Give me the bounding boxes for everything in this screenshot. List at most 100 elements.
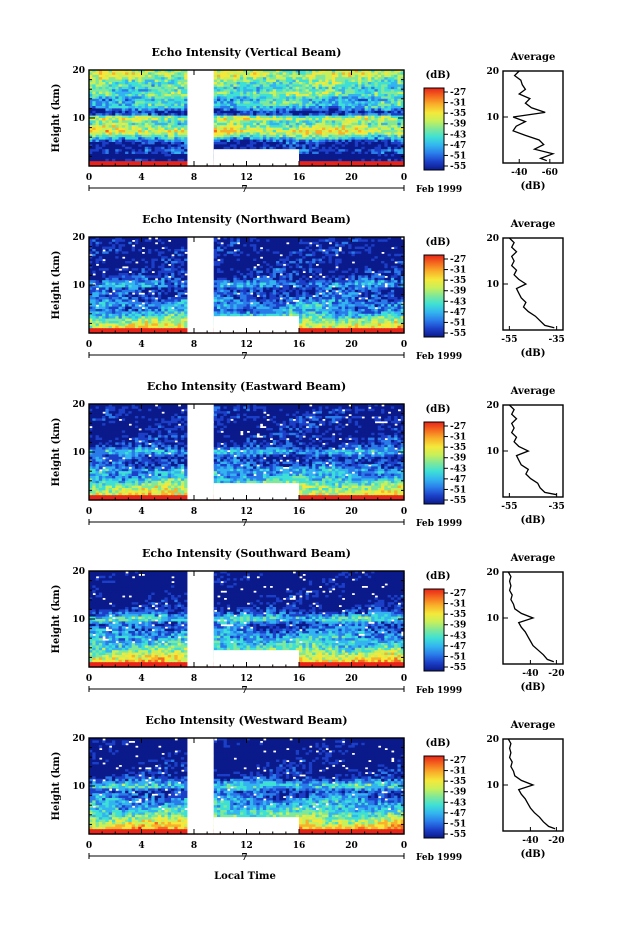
missing-data-block (213, 817, 299, 834)
y-tick-label: 10 (72, 281, 85, 291)
x-tick-label: 16 (293, 841, 306, 851)
average-profile-line (512, 70, 556, 162)
x-axis-label: Local Time (214, 871, 276, 882)
colorbar-tick-label: -31 (450, 767, 466, 777)
colorbar-tick-label: -39 (450, 621, 466, 631)
colorbar-tick-label: -35 (450, 610, 466, 620)
x-tick-label: 8 (191, 841, 197, 851)
y-axis-label: Height (km) (51, 251, 62, 320)
colorbar (423, 588, 445, 672)
average-x-tick-label: -35 (549, 502, 565, 512)
colorbar-tick-label: -31 (450, 600, 466, 610)
y-tick-label: 10 (72, 114, 85, 124)
colorbar-tick-label: -47 (450, 475, 466, 485)
average-y-tick-label: 20 (486, 234, 499, 244)
x-tick-label: 16 (293, 674, 306, 684)
colorbar-tick-label: -27 (450, 88, 466, 98)
y-axis-label: Height (km) (51, 752, 62, 821)
x-tick-label: 0 (86, 340, 92, 350)
colorbar-tick-label: -47 (450, 308, 466, 318)
colorbar-tick-label: -27 (450, 756, 466, 766)
average-y-tick-label: 10 (486, 781, 499, 791)
x-tick-label: 0 (86, 841, 92, 851)
colorbar-tick-label: -51 (450, 151, 466, 161)
panel-title: Echo Intensity (Westward Beam) (145, 714, 347, 727)
month-label: Feb 1999 (416, 352, 462, 362)
colorbar-tick-label: -31 (450, 266, 466, 276)
x-tick-label: 8 (191, 674, 197, 684)
average-title: Average (510, 219, 556, 230)
date-label: 7 (241, 519, 247, 529)
colorbar (423, 254, 445, 338)
colorbar-tick-label: -31 (450, 433, 466, 443)
colorbar-tick-label: -43 (450, 297, 466, 307)
y-axis-label: Height (km) (51, 585, 62, 654)
colorbar-tick-label: -39 (450, 454, 466, 464)
panel-1: Echo Intensity (Vertical Beam) 0 4 8 12 16 20 0… (51, 46, 564, 195)
missing-data-block (187, 571, 214, 667)
average-y-tick-label: 10 (486, 447, 499, 457)
x-tick-label: 16 (293, 340, 306, 350)
colorbar-tick-label: -55 (450, 663, 466, 673)
x-tick-label: 20 (345, 841, 358, 851)
month-label: Feb 1999 (416, 185, 462, 195)
missing-data-block (213, 650, 299, 667)
colorbar-tick-label: -27 (450, 255, 466, 265)
colorbar-tick-label: -55 (450, 830, 466, 840)
missing-data-block (213, 316, 299, 333)
average-y-tick-label: 20 (486, 568, 499, 578)
date-label: 7 (241, 185, 247, 195)
colorbar (423, 87, 445, 171)
y-axis-label: Height (km) (51, 418, 62, 487)
y-tick-label: 20 (72, 734, 85, 744)
x-tick-label: 12 (240, 340, 253, 350)
x-tick-label: 20 (345, 173, 358, 183)
average-x-tick-label: -20 (548, 669, 564, 679)
x-tick-label: 0 (401, 841, 407, 851)
average-profile-line (508, 404, 557, 496)
colorbar-tick-label: -51 (450, 485, 466, 495)
colorbar-tick-label: -43 (450, 798, 466, 808)
x-tick-label: 12 (240, 507, 253, 517)
missing-data-block (187, 404, 214, 500)
average-x-tick-label: -20 (548, 836, 564, 846)
y-tick-label: 20 (72, 400, 85, 410)
average-frame (502, 237, 564, 331)
colorbar-tick-label: -31 (450, 99, 466, 109)
average-profile-line (507, 738, 556, 830)
average-y-tick-label: 10 (486, 280, 499, 290)
average-profile-line (507, 571, 555, 663)
y-tick-label: 20 (72, 233, 85, 243)
average-frame (502, 404, 564, 498)
colorbar-unit: (dB) (426, 571, 451, 582)
x-tick-label: 4 (138, 841, 144, 851)
x-tick-label: 4 (138, 507, 144, 517)
missing-data-block (213, 149, 299, 166)
x-tick-label: 0 (401, 340, 407, 350)
colorbar-tick-label: -35 (450, 777, 466, 787)
x-tick-label: 16 (293, 507, 306, 517)
panel-title: Echo Intensity (Southward Beam) (142, 547, 351, 560)
colorbar-tick-label: -27 (450, 589, 466, 599)
average-x-tick-label: -35 (549, 335, 565, 345)
colorbar-tick-label: -51 (450, 318, 466, 328)
y-tick-label: 10 (72, 448, 85, 458)
y-tick-label: 10 (72, 782, 85, 792)
average-unit: (dB) (521, 348, 546, 359)
average-y-tick-label: 20 (486, 735, 499, 745)
average-title: Average (510, 386, 556, 397)
average-y-tick-label: 10 (486, 614, 499, 624)
average-x-tick-label: -40 (522, 836, 538, 846)
x-tick-label: 0 (86, 507, 92, 517)
missing-data-block (187, 738, 214, 834)
average-x-tick-label: -40 (511, 168, 527, 178)
average-x-tick-label: -60 (542, 168, 558, 178)
colorbar-tick-label: -35 (450, 276, 466, 286)
x-tick-label: 0 (401, 173, 407, 183)
panel-5: Echo Intensity (Westward Beam) 0 4 8 12 16 20 0… (51, 714, 565, 863)
x-tick-label: 0 (86, 674, 92, 684)
average-unit: (dB) (521, 515, 546, 526)
average-unit: (dB) (521, 181, 546, 192)
colorbar-tick-label: -43 (450, 631, 466, 641)
average-y-tick-label: 10 (486, 113, 499, 123)
